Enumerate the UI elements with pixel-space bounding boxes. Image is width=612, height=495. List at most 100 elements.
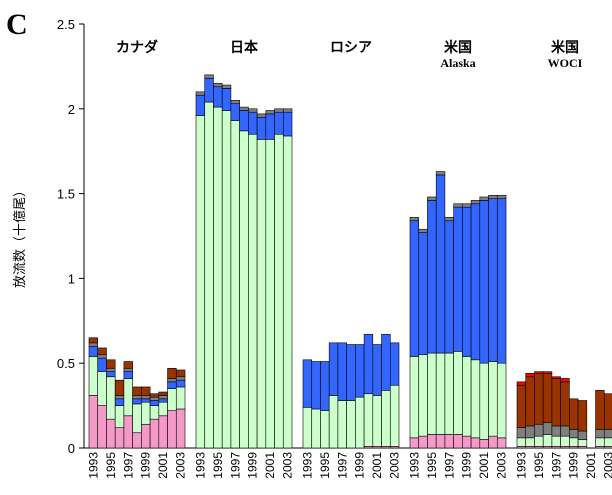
bar-segment	[106, 376, 116, 420]
y-tick-label: 2.5	[57, 17, 75, 32]
x-tick-label: 2001	[477, 452, 491, 479]
bar-segment	[141, 395, 151, 400]
bar-segment	[372, 395, 382, 447]
bar-segment	[479, 196, 489, 201]
bar-segment	[542, 371, 553, 374]
bar-segment	[363, 393, 374, 447]
bar-segment	[470, 200, 481, 205]
bar-segment	[167, 378, 177, 383]
bar-segment	[560, 381, 570, 427]
bar-segment	[346, 344, 356, 401]
bar-segment	[453, 434, 463, 449]
x-tick-label: 1993	[86, 452, 100, 479]
bar-segment	[106, 367, 116, 372]
x-tick-label: 2003	[281, 452, 295, 479]
bar-segment	[175, 386, 186, 410]
bar-segment	[132, 386, 142, 396]
bar-segment	[542, 373, 553, 423]
bar-segment	[603, 393, 612, 430]
bar-segment	[302, 406, 313, 449]
bar-segment	[158, 415, 168, 449]
bar-segment	[123, 371, 133, 379]
bar-segment	[256, 139, 267, 449]
group-label: ロシア	[330, 39, 372, 55]
x-tick-label: 1995	[425, 452, 439, 479]
bar-segment	[149, 393, 160, 398]
bar-segment	[106, 371, 116, 378]
bar-segment	[525, 425, 535, 439]
bar-segment	[488, 198, 498, 362]
bar-segment	[239, 110, 249, 132]
bar-segment	[141, 398, 151, 403]
bar-segment	[551, 376, 561, 379]
bar-segment	[230, 103, 240, 121]
x-tick-label: 1995	[104, 452, 118, 479]
bar-segment	[132, 403, 142, 434]
bar-segment	[560, 378, 570, 383]
group-label: 米国	[551, 39, 579, 55]
bar-segment	[88, 345, 99, 357]
bar-segment	[372, 344, 382, 396]
bar-segment	[221, 88, 232, 111]
bar-segment	[88, 337, 99, 344]
bar-segment	[302, 359, 313, 408]
bar-segment	[97, 347, 107, 356]
bar-segment	[230, 100, 240, 105]
x-tick-label: 1999	[567, 452, 581, 479]
bar-segment	[577, 439, 588, 447]
bar-segment	[239, 106, 249, 111]
bar-segment	[462, 435, 472, 449]
bar-segment	[167, 410, 177, 449]
bar-segment	[603, 437, 612, 447]
bar-segment	[427, 352, 437, 435]
bar-segment	[248, 133, 258, 449]
bar-segment	[435, 352, 446, 435]
bar-segment	[381, 334, 391, 391]
bar-segment	[123, 361, 133, 369]
bar-segment	[213, 106, 223, 449]
bar-segment	[488, 361, 498, 437]
bar-segment	[141, 423, 151, 449]
bar-segment	[355, 344, 365, 398]
bar-segment	[542, 422, 553, 435]
bar-segment	[551, 425, 561, 437]
bar-segment	[328, 395, 339, 449]
x-tick-label: 1995	[211, 452, 225, 479]
bar-segment	[141, 386, 151, 396]
bar-segment	[114, 395, 125, 400]
bar-segment	[479, 362, 489, 440]
group-label: 米国	[444, 39, 472, 55]
bar-segment	[577, 430, 588, 440]
bar-segment	[175, 369, 186, 378]
x-tick-label: 1999	[353, 452, 367, 479]
bar-segment	[462, 203, 472, 208]
bar-segment	[221, 84, 232, 89]
bar-segment	[525, 437, 535, 447]
x-tick-label: 1997	[335, 452, 349, 479]
bar-segment	[470, 359, 481, 439]
bar-segment	[230, 120, 240, 449]
bar-segment	[488, 435, 498, 449]
bar-segment	[256, 116, 267, 140]
bar-segment	[265, 113, 275, 140]
bar-segment	[265, 110, 275, 115]
bar-segment	[141, 401, 151, 425]
bar-segment	[444, 434, 454, 449]
bar-segment	[248, 108, 258, 113]
bar-segment	[204, 74, 214, 79]
bar-segment	[97, 354, 107, 359]
bar-segment	[114, 398, 125, 406]
bar-segment	[418, 354, 428, 437]
x-tick-label: 1997	[228, 452, 242, 479]
bar-segment	[444, 217, 454, 222]
bar-segment	[274, 111, 284, 135]
bar-segment	[435, 434, 446, 449]
bar-segment	[114, 405, 125, 428]
bar-segment	[167, 367, 177, 379]
bar-segment	[149, 396, 160, 401]
y-axis-label: 放流数（十億尾）	[12, 184, 27, 288]
bar-segment	[427, 196, 437, 201]
y-tick-label: 0.5	[57, 356, 75, 371]
bar-segment	[595, 429, 605, 439]
